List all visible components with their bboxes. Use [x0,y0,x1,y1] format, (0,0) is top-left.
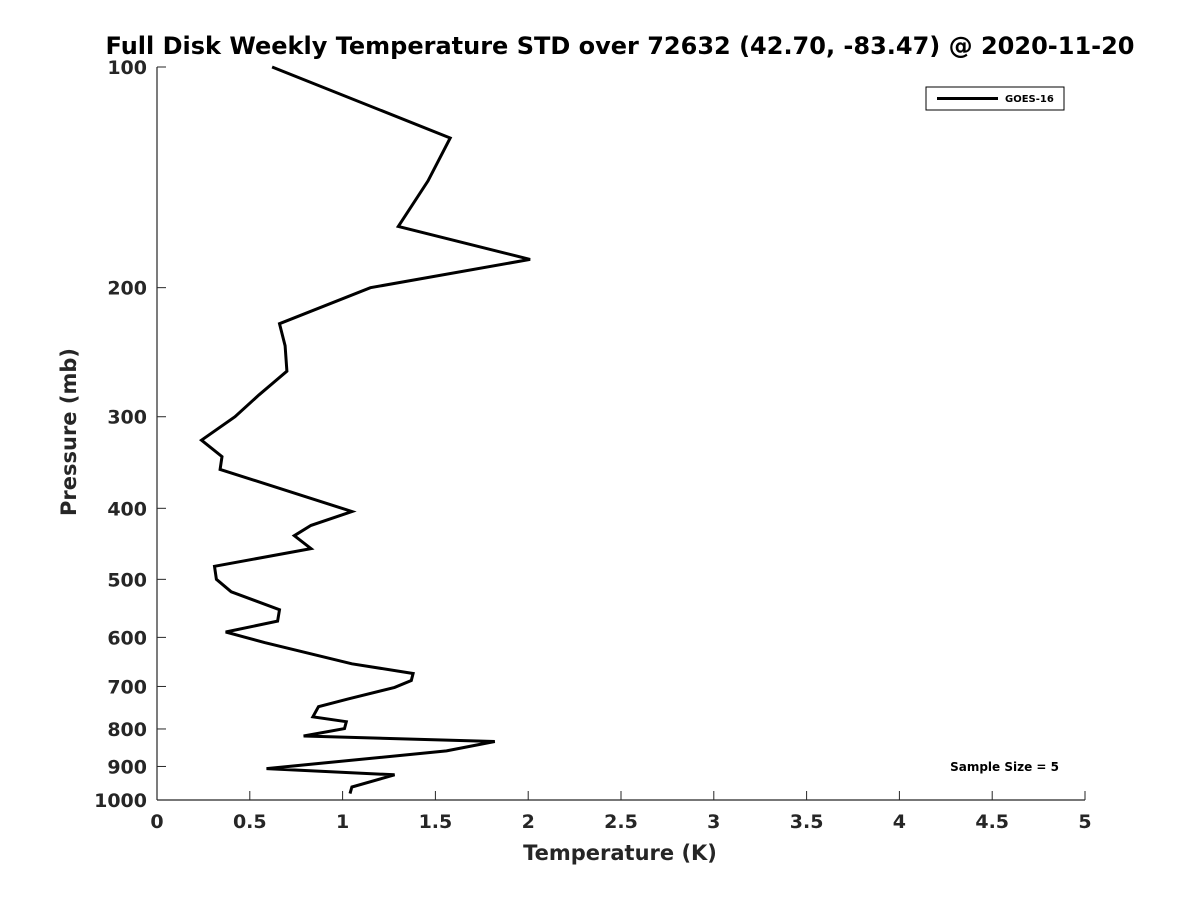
x-tick-label: 3 [707,811,720,833]
chart-series [199,65,531,795]
y-axis-label: Pressure (mb) [57,348,81,516]
y-tick-label: 400 [107,498,147,520]
y-tick-label: 600 [107,627,147,649]
chart-title: Full Disk Weekly Temperature STD over 72… [106,32,1135,60]
x-tick-label: 0 [150,811,163,833]
x-axis-label: Temperature (K) [523,841,717,865]
y-tick-label: 300 [107,407,147,429]
y-tick-label: 500 [107,569,147,591]
y-tick-label: 900 [107,756,147,778]
legend-label-goes-16: GOES-16 [1005,94,1054,105]
y-tick-label: 700 [107,676,147,698]
y-tick-label: 1000 [94,790,147,812]
x-tick-label: 1 [336,811,349,833]
x-tick-label: 0.5 [233,811,267,833]
x-tick-label: 4 [893,811,906,833]
x-tick-label: 4.5 [975,811,1009,833]
sample-size-annotation: Sample Size = 5 [950,760,1059,774]
x-tick-label: 2.5 [604,811,638,833]
y-tick-label: 200 [107,278,147,300]
series-line-goes-16 [199,65,531,795]
y-tick-label: 800 [107,719,147,741]
chart-ticks: 0 0.5 1 1.5 2 2.5 3 3.5 4 4.5 5 100 200 300 400 500 600 7… [94,57,1092,833]
chart-axes [156,67,1085,801]
x-tick-label: 3.5 [790,811,824,833]
chart-legend: GOES-16 [925,86,1065,111]
x-tick-label: 5 [1078,811,1091,833]
x-tick-label: 2 [522,811,535,833]
x-tick-label: 1.5 [419,811,453,833]
y-tick-label: 100 [107,57,147,79]
